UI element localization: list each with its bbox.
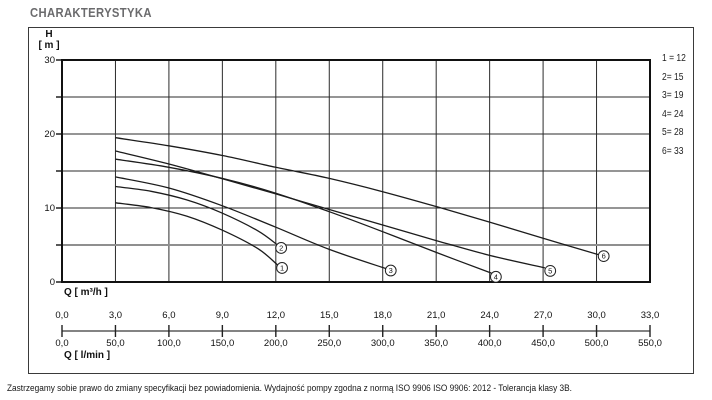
curve-marker-circle-2 [275,242,288,254]
x-tick-label-m3h: 12,0 [266,310,286,321]
y-tick-label: 10 [44,202,55,214]
curve-marker-circle-4 [489,270,502,283]
curve-legend: 1 = 12 2= 15 3= 19 4= 24 5= 28 6= 33 [662,50,701,162]
y-tick-label: 0 [49,276,55,288]
legend-item: 5= 28 [662,127,684,139]
curve-marker-number-1: 1 [280,264,284,273]
curve-marker-number-4: 4 [494,272,498,281]
x-tick-label-m3h: 9,0 [215,310,229,321]
chart-outer-frame [28,27,694,374]
y-tick-label: 20 [44,128,55,140]
curve-marker-number-3: 3 [389,266,393,275]
page-title: CHARAKTERYSTYKA [30,6,152,20]
curve-marker-number-2: 2 [279,244,283,253]
curve-marker-circle-6 [597,250,610,263]
pump-curve-4 [115,158,492,274]
curve-marker-number-5: 5 [548,267,552,276]
x-tick-label-m3h: 15,0 [320,310,339,321]
x-tick-label-lmin: 0,0 [55,338,69,349]
pump-curve-2 [115,185,278,246]
curve-marker-circle-3 [384,264,397,277]
x-tick-label-m3h: 0,0 [55,310,69,321]
x-tick-label-lmin: 100,0 [157,338,181,349]
x-tick-label-m3h: 3,0 [108,310,123,321]
x-tick-label-lmin: 400,0 [477,338,502,349]
legend-item: 6= 33 [662,145,684,157]
x-tick-label-lmin: 550,0 [638,338,662,349]
x-tick-label-lmin: 250,0 [317,338,342,349]
legend-item: 3= 19 [662,90,684,102]
x-axis-label-m3h: Q [ m³/h ] [64,287,108,298]
pump-curve-1 [115,202,279,266]
x-tick-label-m3h: 18,0 [373,310,392,321]
legend-item: 1 = 12 [662,53,686,64]
x-tick-label-lmin: 350,0 [424,338,449,349]
x-tick-label-lmin: 450,0 [531,338,555,349]
legend-item: 2= 15 [662,71,684,83]
y-tick-label: 30 [44,54,55,66]
x-tick-label-lmin: 200,0 [263,338,288,349]
y-axis-unit: [ m ] [38,40,60,51]
legend-item: 4= 24 [662,108,684,120]
x-tick-label-m3h: 30,0 [587,310,606,321]
x-tick-label-m3h: 27,0 [533,310,553,321]
x-tick-label-lmin: 150,0 [210,338,235,349]
x-tick-label-lmin: 500,0 [584,338,609,349]
x-tick-label-m3h: 24,0 [480,310,499,321]
pump-curve-6 [115,137,599,256]
x-axis-label-lmin: Q [ l/min ] [64,350,111,361]
x-tick-label-lmin: 300,0 [370,338,395,349]
x-tick-label-m3h: 21,0 [426,310,446,321]
x-tick-label-m3h: 6,0 [162,310,176,321]
x-tick-label-lmin: 50,0 [106,338,125,349]
x-tick-label-m3h: 33,0 [640,310,660,321]
pump-curve-3 [115,176,387,270]
disclaimer-footer: Zastrzegamy sobie prawo do zmiany specyf… [7,383,572,393]
y-axis-name: H [45,29,53,40]
curve-marker-circle-5 [544,265,557,277]
curve-marker-circle-1 [276,262,288,274]
curve-marker-number-6: 6 [602,252,606,261]
pump-curve-5 [115,150,546,269]
